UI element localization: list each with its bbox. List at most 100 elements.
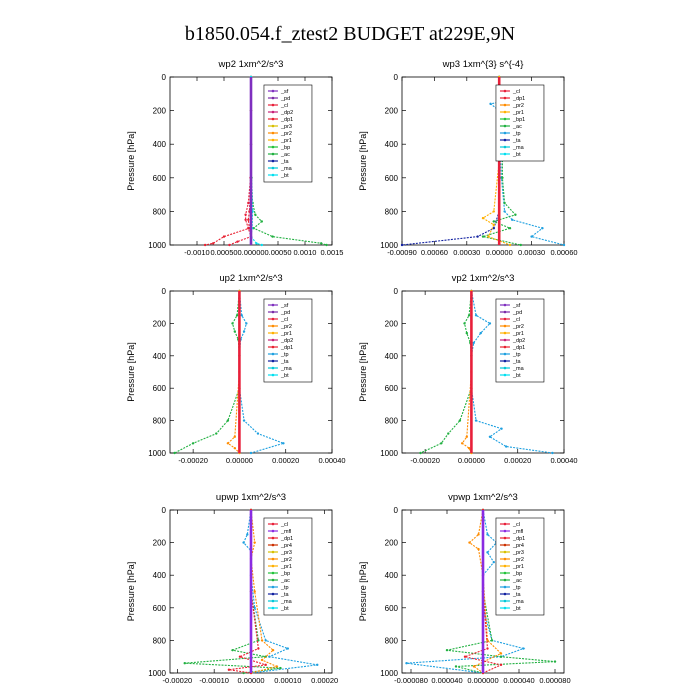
legend-marker bbox=[503, 585, 507, 589]
data-point bbox=[472, 665, 476, 668]
y-tick-label: 800 bbox=[385, 417, 399, 426]
legend-marker bbox=[271, 345, 275, 349]
data-point bbox=[231, 322, 234, 325]
legend-marker bbox=[503, 338, 507, 342]
x-tick-label: 0.00000 bbox=[237, 676, 264, 685]
legend-marker bbox=[503, 124, 507, 128]
y-tick-label: 600 bbox=[385, 604, 399, 613]
legend-marker bbox=[271, 145, 275, 149]
x-tick-label: 0.00010 bbox=[274, 676, 301, 685]
data-point bbox=[253, 606, 256, 609]
series-line bbox=[401, 77, 500, 246]
legend-marker bbox=[271, 152, 275, 156]
data-point bbox=[212, 242, 215, 245]
legend-marker bbox=[271, 173, 275, 177]
y-tick-label: 800 bbox=[385, 636, 399, 645]
legend-label: _ta bbox=[512, 138, 522, 144]
legend-label: _tp bbox=[512, 131, 521, 137]
chart-panel-5: upwp 1xm^2/s^3 Pressure [hPa] 0 200 400 600 80… bbox=[126, 492, 338, 685]
data-point bbox=[503, 201, 506, 205]
data-point bbox=[499, 663, 503, 667]
x-tick-label: 0.00030 bbox=[453, 248, 480, 257]
legend-label: _bp bbox=[280, 145, 290, 151]
legend-marker bbox=[271, 317, 275, 321]
legend-label: _mfl bbox=[512, 529, 523, 535]
x-tick-label: 0.000040 bbox=[503, 676, 534, 685]
y-tick-label: 800 bbox=[153, 417, 167, 426]
legend-label: _ta bbox=[512, 592, 522, 598]
legend-marker bbox=[271, 352, 275, 356]
legend-label: _bp1 bbox=[512, 117, 525, 123]
legend-marker bbox=[503, 366, 507, 370]
legend-label: _cl bbox=[512, 317, 520, 323]
data-point bbox=[562, 243, 566, 247]
legend-label: _sf bbox=[280, 89, 289, 95]
x-tick-label: -0.00020 bbox=[410, 456, 440, 465]
x-tick-label: 0.0010 bbox=[294, 248, 317, 257]
legend-label: _pd bbox=[280, 310, 290, 316]
legend-label: _bt bbox=[512, 152, 521, 158]
legend-label: _pr3 bbox=[280, 550, 292, 556]
data-point bbox=[173, 451, 176, 455]
legend-label: _ta bbox=[280, 159, 290, 165]
legend-label: _cl bbox=[280, 522, 288, 528]
legend-label: _pr1 bbox=[512, 564, 524, 570]
legend-marker bbox=[503, 96, 507, 100]
data-point bbox=[486, 647, 489, 650]
y-tick-label: 1000 bbox=[148, 241, 166, 250]
y-tick-label: 0 bbox=[162, 73, 167, 82]
figure-title: b1850.054.f_ztest2 BUDGET at229E,9N bbox=[185, 23, 515, 45]
legend-label: _bt bbox=[280, 173, 289, 179]
legend-marker bbox=[271, 550, 275, 554]
legend-marker bbox=[271, 324, 275, 328]
series-line bbox=[204, 77, 252, 246]
data-point bbox=[504, 445, 508, 448]
data-point bbox=[530, 235, 533, 238]
y-tick-label: 400 bbox=[153, 571, 167, 580]
legend-marker bbox=[503, 145, 507, 149]
y-tick-label: 600 bbox=[385, 384, 399, 393]
y-tick-label: 800 bbox=[153, 636, 167, 645]
data-point bbox=[235, 314, 239, 317]
chart-panel-6: vpwp 1xm^2/s^3 Pressure [hPa] 0 200 400 600 80… bbox=[358, 492, 571, 685]
data-point bbox=[245, 322, 248, 325]
legend-marker bbox=[271, 564, 275, 568]
legend-marker bbox=[271, 159, 275, 163]
legend-marker bbox=[503, 117, 507, 121]
data-point bbox=[240, 314, 243, 317]
legend-marker bbox=[503, 564, 507, 568]
data-point bbox=[247, 218, 250, 221]
data-point bbox=[551, 451, 554, 455]
legend-marker bbox=[271, 310, 275, 314]
legend-marker bbox=[271, 117, 275, 121]
y-tick-label: 0 bbox=[394, 506, 399, 515]
legend-label: _pr2 bbox=[280, 324, 292, 330]
legend-label: _ma bbox=[512, 599, 525, 605]
legend-marker bbox=[503, 345, 507, 349]
chart-title: vpwp 1xm^2/s^3 bbox=[448, 492, 518, 503]
data-point bbox=[260, 639, 264, 642]
legend-label: _cl bbox=[512, 522, 520, 528]
data-point bbox=[419, 451, 422, 455]
data-point bbox=[458, 419, 462, 422]
y-tick-label: 200 bbox=[153, 539, 167, 548]
legend-marker bbox=[271, 585, 275, 589]
legend-label: _pr4 bbox=[512, 543, 524, 549]
chart-title: up2 1xm^2/s^3 bbox=[219, 273, 282, 284]
y-tick-label: 0 bbox=[162, 287, 167, 296]
legend-marker bbox=[271, 522, 275, 526]
legend-label: _pr1 bbox=[512, 110, 524, 116]
y-tick-label: 600 bbox=[385, 174, 399, 183]
y-axis-label: Pressure [hPa] bbox=[126, 342, 136, 402]
data-point bbox=[242, 541, 245, 544]
data-point bbox=[264, 639, 267, 642]
x-tick-label: -0.0010 bbox=[184, 248, 209, 257]
legend-label: _pr2 bbox=[512, 103, 524, 109]
legend-label: _ac bbox=[280, 578, 290, 584]
legend-label: _ma bbox=[280, 599, 293, 605]
y-tick-label: 400 bbox=[153, 140, 167, 149]
data-point bbox=[256, 432, 260, 435]
y-tick-label: 600 bbox=[153, 174, 167, 183]
y-tick-label: 200 bbox=[153, 319, 167, 328]
legend-label: _ta bbox=[280, 359, 290, 365]
